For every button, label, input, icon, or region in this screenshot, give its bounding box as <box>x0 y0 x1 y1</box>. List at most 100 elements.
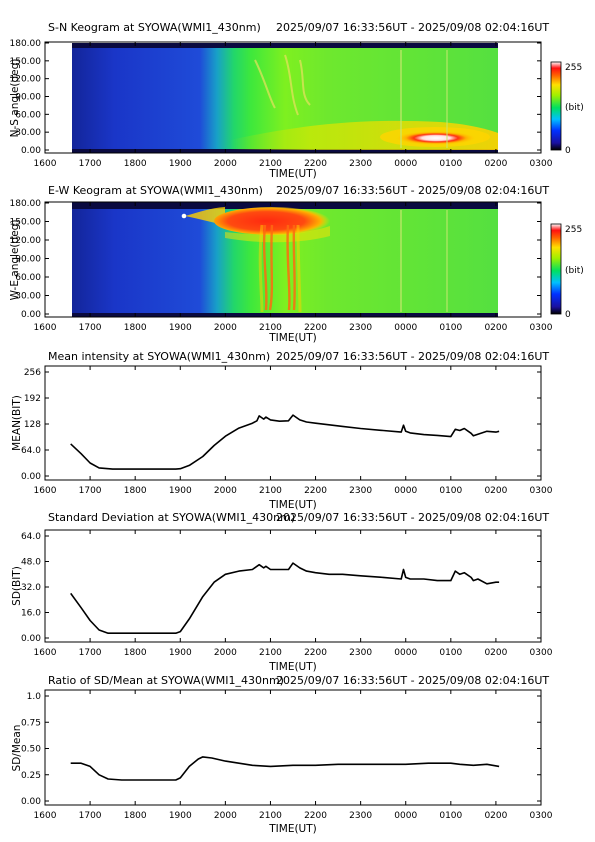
y-tick-label: 32.0 <box>21 583 41 593</box>
x-tick-label: 1900 <box>169 323 192 333</box>
ew-colorbar-min: 0 <box>565 310 571 320</box>
x-tick-label: 2000 <box>214 159 237 169</box>
x-tick-label: 0300 <box>530 648 553 658</box>
x-tick-label: 0200 <box>484 811 507 821</box>
y-tick-label: 0.00 <box>21 146 41 156</box>
x-tick-label: 1800 <box>124 811 147 821</box>
y-tick-label: 64.0 <box>21 532 41 542</box>
y-tick-label: 128 <box>24 420 41 430</box>
x-tick-label: 2000 <box>214 323 237 333</box>
x-tick-label: 1700 <box>79 811 102 821</box>
y-tick-label: 90.00 <box>15 255 41 265</box>
chart-title: Standard Deviation at SYOWA(WMI1_430nm) <box>48 511 295 524</box>
x-tick-label: 0000 <box>394 648 417 658</box>
chart-time-range: 2025/09/07 16:33:56UT - 2025/09/08 02:04… <box>276 511 549 524</box>
x-tick-label: 1900 <box>169 486 192 496</box>
sn-colorbar-unit: (bit) <box>565 103 584 113</box>
x-tick-label: 1800 <box>124 323 147 333</box>
x-tick-label: 2100 <box>259 648 282 658</box>
x-tick-label: 2300 <box>349 811 372 821</box>
chart-title: Ratio of SD/Mean at SYOWA(WMI1_430nm) <box>48 674 284 687</box>
y-tick-label: 0.75 <box>21 718 41 728</box>
chart-ylabel: MEAN(BIT) <box>11 395 23 451</box>
x-tick-label: 2300 <box>349 486 372 496</box>
chart-title: Mean intensity at SYOWA(WMI1_430nm) <box>48 350 270 363</box>
x-tick-label: 2200 <box>304 811 327 821</box>
chart-xlabel: TIME(UT) <box>268 823 317 835</box>
x-tick-label: 1700 <box>79 486 102 496</box>
ew-keogram-title: E-W Keogram at SYOWA(WMI1_430nm) <box>48 184 263 197</box>
y-tick-label: 0.00 <box>21 310 41 320</box>
y-tick-label: 150.00 <box>10 218 42 228</box>
y-tick-label: 0.50 <box>21 745 41 755</box>
ew-keogram-xlabel: TIME(UT) <box>268 332 317 344</box>
x-tick-label: 2100 <box>259 811 282 821</box>
y-tick-label: 120.00 <box>10 236 42 246</box>
x-tick-label: 0300 <box>530 323 553 333</box>
x-tick-label: 1700 <box>79 648 102 658</box>
series-line-1 <box>70 414 500 470</box>
x-tick-label: 1800 <box>124 159 147 169</box>
ew-keogram-frame <box>44 201 542 318</box>
y-tick-label: 30.00 <box>15 128 41 138</box>
ew-keogram-y-ticks: 0.00 30.00 60.00 90.00 120.00 150.00 180.00 <box>10 199 541 320</box>
sn-colorbar-min: 0 <box>565 146 571 156</box>
x-tick-label: 2200 <box>304 159 327 169</box>
sn-keogram-panel: S-N Keogram at SYOWA(WMI1_430nm) 2025/09… <box>9 21 584 180</box>
plot-frame <box>44 529 542 643</box>
x-tick-label: 1700 <box>79 323 102 333</box>
x-tick-label: 2100 <box>259 486 282 496</box>
ew-keogram-panel: E-W Keogram at SYOWA(WMI1_430nm) 2025/09… <box>9 184 584 344</box>
ew-keogram-time-range: 2025/09/07 16:33:56UT - 2025/09/08 02:04… <box>276 184 549 197</box>
y-tick-label: 150.00 <box>10 57 42 67</box>
y-tick-label: 60.00 <box>15 110 41 120</box>
x-tick-label: 2100 <box>259 323 282 333</box>
x-tick-label: 1600 <box>34 811 57 821</box>
x-tick-label: 1600 <box>34 648 57 658</box>
y-tick-label: 48.0 <box>21 558 41 568</box>
x-tick-label: 2200 <box>304 486 327 496</box>
x-tick-label: 1900 <box>169 159 192 169</box>
x-tick-label: 2300 <box>349 648 372 658</box>
x-tick-label: 2100 <box>259 159 282 169</box>
y-tick-label: 60.00 <box>15 273 41 283</box>
x-tick-label: 0200 <box>484 323 507 333</box>
y-tick-label: 1.0 <box>27 692 42 702</box>
y-tick-label: 16.0 <box>21 609 41 619</box>
ew-colorbar-unit: (bit) <box>565 266 584 276</box>
ew-keogram-image <box>72 202 498 317</box>
chart-xlabel: TIME(UT) <box>268 499 317 511</box>
x-tick-label: 2300 <box>349 159 372 169</box>
x-tick-label: 1700 <box>79 159 102 169</box>
series-line-1 <box>70 756 500 781</box>
x-tick-label: 1800 <box>124 648 147 658</box>
y-tick-label: 180.00 <box>10 199 42 209</box>
y-tick-label: 256 <box>24 368 41 378</box>
x-tick-label: 0000 <box>394 486 417 496</box>
x-tick-label: 0000 <box>394 811 417 821</box>
x-tick-label: 1600 <box>34 159 57 169</box>
y-tick-label: 0.00 <box>21 472 41 482</box>
ew-colorbar <box>550 223 562 315</box>
sn-colorbar-max: 255 <box>565 63 582 73</box>
y-tick-label: 120.00 <box>10 75 42 85</box>
chart-ylabel: SD/Mean <box>11 725 23 772</box>
y-tick-label: 64.0 <box>21 446 41 456</box>
line-chart-1: Mean intensity at SYOWA(WMI1_430nm) 2025/… <box>11 350 553 511</box>
x-tick-label: 2200 <box>304 323 327 333</box>
sn-keogram-image <box>72 43 498 153</box>
ew-keogram-x-ticks: 1600 1700 1800 1900 2000 2100 2200 2300 0000 0100… <box>34 202 553 333</box>
x-tick-label: 2200 <box>304 648 327 658</box>
plot-frame <box>44 365 542 481</box>
x-tick-label: 0100 <box>439 811 462 821</box>
x-tick-label: 0200 <box>484 486 507 496</box>
x-tick-label: 0300 <box>530 159 553 169</box>
ew-colorbar-max: 255 <box>565 225 582 235</box>
sn-keogram-time-range: 2025/09/07 16:33:56UT - 2025/09/08 02:04… <box>276 21 549 34</box>
line-chart-3: Ratio of SD/Mean at SYOWA(WMI1_430nm)202… <box>11 674 553 835</box>
x-tick-label: 2000 <box>214 648 237 658</box>
chart-time-range: 2025/09/07 16:33:56UT - 2025/09/08 02:04… <box>276 350 549 363</box>
line-plots: Mean intensity at SYOWA(WMI1_430nm) 2025/… <box>11 350 553 835</box>
chart-ylabel: SD(BIT) <box>11 566 23 606</box>
